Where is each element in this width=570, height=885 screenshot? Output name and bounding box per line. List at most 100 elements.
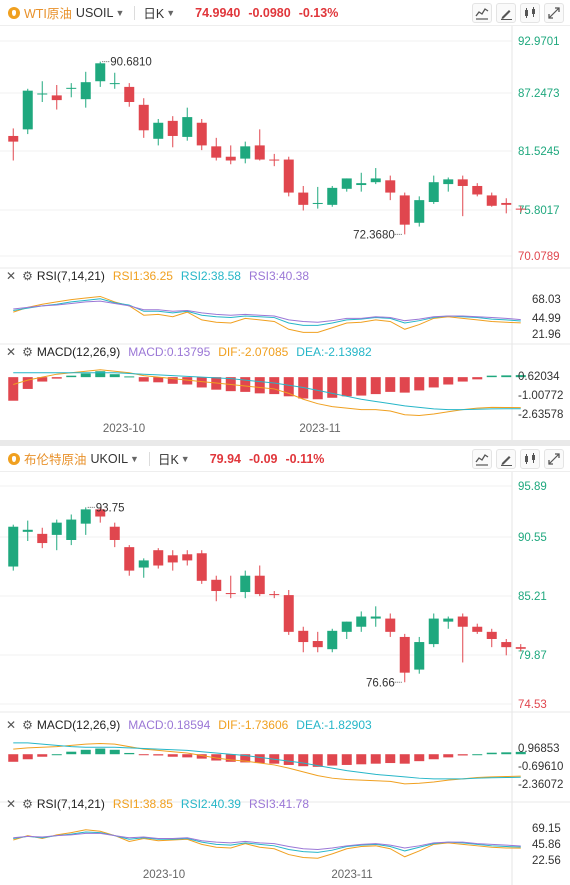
brent-last-price: 79.94 (209, 451, 241, 466)
dif-value: DIF:-2.07085 (218, 345, 289, 359)
macd-histogram-bar (515, 375, 526, 378)
candle-body (182, 554, 193, 561)
candle-body (269, 159, 280, 161)
gear-icon[interactable]: ⚙ (22, 718, 33, 732)
dea-value: DEA:-2.13982 (296, 345, 372, 359)
rsi-axis-label: 22.56 (532, 855, 561, 867)
candle-body (51, 522, 62, 535)
candle-settings-icon[interactable] (520, 3, 540, 23)
brent-symbol-selector[interactable]: 布伦特原油 UKOIL ▼ (0, 449, 149, 468)
candle-body (22, 529, 33, 532)
candle-body (138, 560, 149, 568)
candle-body (37, 533, 48, 544)
candle-body (211, 146, 222, 158)
macd-histogram-bar (37, 377, 48, 382)
macd-histogram-bar (269, 377, 280, 395)
indicator-icon[interactable] (472, 449, 492, 469)
low-price-label: 72.3680 (353, 229, 395, 241)
macd-histogram-bar (167, 377, 178, 384)
candle-body (95, 63, 106, 82)
candle-body (22, 90, 33, 130)
candle-body (95, 509, 106, 517)
draw-pen-icon[interactable] (496, 449, 516, 469)
wti-symbol-selector[interactable]: WTI原油 USOIL ▼ (0, 3, 134, 22)
rsi1-line (13, 829, 521, 859)
macd-histogram-bar (443, 754, 454, 758)
fullscreen-icon[interactable] (544, 3, 564, 23)
brent-period-selector[interactable]: 日K (157, 453, 179, 467)
candle-body (66, 519, 77, 540)
gear-icon[interactable]: ⚙ (22, 269, 33, 283)
macd-axis-label: -0.69610 (518, 761, 563, 773)
candle-body (225, 593, 236, 595)
rsi3-value: RSI3:41.78 (248, 797, 310, 811)
fullscreen-icon[interactable] (544, 449, 564, 469)
candle-body (283, 159, 294, 193)
candle-body (515, 208, 526, 210)
brent-change-pct: -0.11% (285, 451, 325, 466)
macd-histogram-bar (254, 377, 265, 394)
chevron-down-icon: ▼ (180, 453, 190, 464)
chevron-down-icon: ▼ (166, 7, 176, 18)
macd-histogram-bar (109, 749, 120, 755)
close-icon[interactable]: ✕ (6, 345, 17, 359)
macd-histogram-bar (240, 377, 251, 392)
gear-icon[interactable]: ⚙ (22, 797, 33, 811)
macd-histogram-bar (428, 754, 439, 760)
rsi-axis-label: 44.99 (532, 313, 561, 325)
candle-body (370, 616, 381, 619)
dea-line (13, 742, 521, 780)
macd-histogram-bar (399, 377, 410, 393)
macd-axis-label: 0.96853 (518, 743, 560, 755)
indicator-icon[interactable] (472, 3, 492, 23)
candle-body (399, 195, 410, 225)
candle-body (225, 156, 236, 161)
macd-histogram-bar (22, 754, 33, 760)
macd-histogram-bar (283, 377, 294, 397)
draw-pen-icon[interactable] (496, 3, 516, 23)
macd-histogram-bar (457, 377, 468, 382)
toolbar-divider (148, 451, 150, 466)
brent-change: -0.09 (249, 451, 278, 466)
brent-rsi-header: ✕ ⚙ RSI(7,14,21) RSI1:38.85 RSI2:40.39 R… (0, 796, 520, 812)
wti-chart-canvas[interactable]: 92.9701 87.2473 81.5245 75.8017 70.0789 90.68… (0, 0, 570, 440)
close-icon[interactable]: ✕ (6, 269, 17, 283)
chevron-down-icon: ▼ (130, 453, 139, 464)
macd-histogram-bar (240, 754, 251, 763)
candle-body (472, 185, 483, 195)
price-axis-label: 75.8017 (518, 205, 560, 217)
candle-body (124, 86, 135, 102)
macd-histogram-bar (196, 754, 207, 759)
candle-body (66, 87, 77, 89)
macd-histogram-bar (501, 752, 512, 755)
candle-settings-icon[interactable] (520, 449, 540, 469)
price-axis-label: 70.0789 (518, 251, 560, 263)
brent-code: UKOIL (90, 451, 129, 466)
close-icon[interactable]: ✕ (6, 718, 17, 732)
time-axis-label: 2023-11 (331, 869, 372, 881)
candle-body (167, 120, 178, 136)
macd-histogram-bar (95, 748, 106, 755)
macd-histogram-bar (341, 754, 352, 765)
wti-last-price: 74.9940 (195, 5, 241, 20)
close-icon[interactable]: ✕ (6, 797, 17, 811)
macd-histogram-bar (8, 377, 19, 401)
toolbar-divider (134, 5, 136, 20)
wti-period-selector[interactable]: 日K (143, 7, 165, 21)
rsi1-value: RSI1:38.85 (112, 797, 173, 811)
macd-histogram-bar (37, 754, 48, 757)
macd-histogram-bar (472, 754, 483, 756)
macd-axis-label: -2.36072 (518, 779, 563, 791)
macd-histogram-bar (95, 371, 106, 378)
price-axis-label: 92.9701 (518, 36, 560, 48)
candle-body (138, 104, 149, 131)
macd-value: MACD:0.13795 (128, 345, 211, 359)
macd-histogram-bar (457, 754, 468, 756)
rsi1-value: RSI1:36.25 (112, 269, 173, 283)
oil-drop-icon (8, 452, 20, 465)
gear-icon[interactable]: ⚙ (22, 345, 33, 359)
wti-toolbar: WTI原油 USOIL ▼ 日K ▼ 74.9940 -0.0980 -0.13… (0, 0, 570, 26)
oil-drop-icon (8, 6, 20, 19)
candle-body (327, 630, 338, 650)
brent-chart-canvas[interactable]: 95.89 90.55 85.21 79.87 74.53 93.75 76.66 0.968… (0, 446, 570, 885)
